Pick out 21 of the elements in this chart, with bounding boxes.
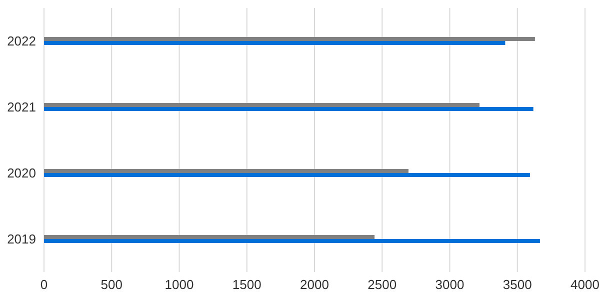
- x-tick-label: 500: [100, 277, 122, 292]
- x-tick-label: 0: [40, 277, 48, 292]
- bar: [44, 173, 530, 178]
- x-tick-label: 3000: [435, 277, 464, 292]
- x-tick-label: 2500: [368, 277, 397, 292]
- y-tick-label: 2021: [7, 100, 36, 115]
- x-tick-label: 2000: [300, 277, 329, 292]
- bar: [44, 37, 535, 42]
- x-tick-label: 1500: [232, 277, 262, 292]
- y-tick-label: 2020: [7, 166, 36, 181]
- y-tick-label: 2022: [7, 34, 36, 49]
- bar: [44, 107, 534, 112]
- bar: [44, 103, 480, 108]
- y-tick-label: 2019: [7, 232, 36, 247]
- bar: [44, 235, 375, 240]
- x-tick-label: 3500: [502, 277, 532, 292]
- bar: [44, 239, 540, 244]
- x-tick-label: 4000: [570, 277, 600, 292]
- x-tick-label: 1000: [164, 277, 194, 292]
- bar: [44, 41, 506, 46]
- bar: [44, 169, 408, 174]
